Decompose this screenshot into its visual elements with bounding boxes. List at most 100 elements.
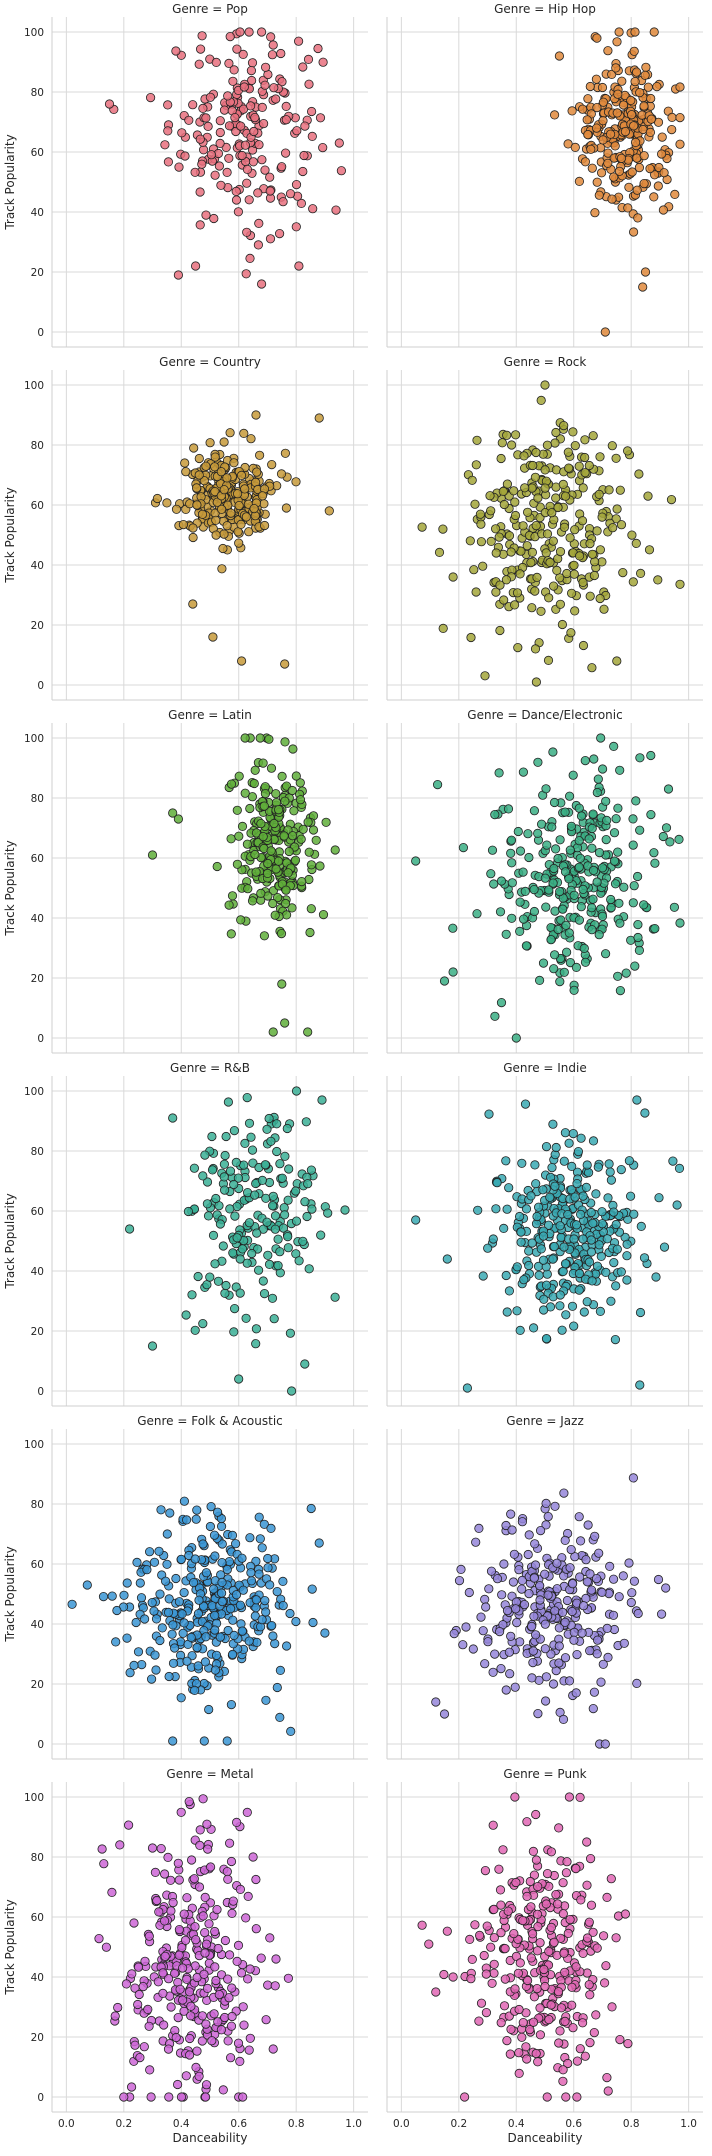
data-point bbox=[424, 1939, 434, 1949]
data-point bbox=[502, 479, 512, 489]
data-point bbox=[233, 489, 243, 499]
data-point bbox=[478, 1626, 488, 1636]
x-tick-label: 1.0 bbox=[680, 2118, 697, 2130]
data-point bbox=[263, 1563, 273, 1573]
data-point bbox=[232, 859, 242, 869]
data-point bbox=[608, 1610, 619, 1620]
data-point bbox=[232, 1233, 242, 1243]
data-point bbox=[188, 599, 198, 609]
data-point bbox=[525, 2025, 535, 2035]
data-point bbox=[564, 874, 574, 884]
data-point bbox=[480, 1594, 490, 1605]
data-point bbox=[210, 1962, 220, 1972]
data-point bbox=[236, 121, 246, 131]
data-point bbox=[316, 1230, 326, 1240]
data-point bbox=[279, 831, 289, 841]
data-point bbox=[510, 1984, 520, 1994]
data-point bbox=[518, 867, 528, 877]
y-tick-label: 0 bbox=[37, 1033, 44, 1045]
data-point bbox=[295, 778, 305, 788]
data-point bbox=[556, 1232, 566, 1242]
data-point bbox=[431, 1697, 441, 1707]
data-point bbox=[586, 1900, 597, 1910]
data-point bbox=[592, 1261, 603, 1271]
data-point bbox=[519, 1600, 530, 1610]
data-point bbox=[442, 1254, 452, 1264]
data-point bbox=[529, 906, 540, 917]
data-point bbox=[240, 1138, 250, 1149]
data-point bbox=[127, 1969, 137, 1979]
data-point bbox=[227, 2011, 237, 2022]
data-point bbox=[300, 121, 310, 131]
data-point bbox=[417, 522, 427, 532]
data-point bbox=[572, 1179, 582, 1189]
data-point bbox=[208, 632, 218, 642]
data-point bbox=[210, 1610, 220, 1621]
data-point bbox=[548, 536, 558, 546]
data-point bbox=[217, 504, 227, 514]
data-point bbox=[232, 1956, 242, 1967]
data-point bbox=[284, 1164, 294, 1174]
data-point bbox=[531, 520, 541, 531]
data-point bbox=[262, 1217, 272, 1227]
x-tick-label: 0.8 bbox=[623, 2118, 640, 2130]
data-point bbox=[167, 1629, 177, 1639]
data-point bbox=[201, 1632, 211, 1642]
data-point bbox=[515, 897, 525, 907]
data-point bbox=[514, 2004, 524, 2015]
data-point bbox=[318, 57, 328, 67]
data-point bbox=[511, 1604, 521, 1614]
data-point bbox=[564, 1138, 574, 1148]
data-point bbox=[241, 269, 251, 279]
data-point bbox=[535, 1938, 545, 1948]
data-point bbox=[522, 2054, 532, 2064]
data-point bbox=[593, 1162, 603, 1172]
data-point bbox=[616, 1165, 626, 1175]
data-point bbox=[244, 1118, 255, 1128]
x-tick-label: 0.2 bbox=[115, 2118, 132, 2130]
y-axis-label: Track Popularity bbox=[3, 1899, 17, 1995]
data-point bbox=[115, 1840, 125, 1850]
data-point bbox=[219, 529, 229, 539]
data-point bbox=[551, 1890, 561, 1900]
data-point bbox=[582, 1933, 593, 1943]
data-point bbox=[513, 1968, 524, 1978]
data-point bbox=[489, 879, 499, 889]
data-point bbox=[514, 2048, 524, 2058]
data-point bbox=[565, 1915, 575, 1925]
data-point bbox=[411, 1215, 421, 1225]
data-point bbox=[180, 458, 190, 468]
data-point bbox=[243, 884, 253, 894]
data-point bbox=[150, 1650, 160, 1660]
data-point bbox=[649, 27, 659, 37]
data-point bbox=[304, 1264, 314, 1274]
data-point bbox=[222, 1565, 232, 1575]
data-point bbox=[260, 1596, 270, 1606]
data-point bbox=[173, 1858, 183, 1868]
data-point bbox=[487, 845, 498, 855]
data-point bbox=[507, 913, 517, 923]
data-point bbox=[266, 1523, 276, 1534]
data-point bbox=[494, 532, 504, 542]
data-point bbox=[569, 560, 579, 570]
data-point bbox=[591, 123, 602, 133]
data-point bbox=[294, 261, 304, 271]
data-point bbox=[540, 1981, 550, 1992]
data-point bbox=[486, 1942, 496, 1952]
data-point bbox=[574, 176, 585, 186]
y-axis-label: Track Popularity bbox=[3, 1193, 17, 1289]
data-point bbox=[602, 1892, 612, 1903]
y-tick-label: 0 bbox=[37, 1739, 44, 1751]
data-point bbox=[528, 1323, 539, 1333]
data-point bbox=[227, 1908, 237, 1919]
data-point bbox=[214, 1990, 224, 2000]
data-point bbox=[564, 1792, 575, 1802]
data-point bbox=[168, 1113, 178, 1123]
data-point bbox=[519, 451, 529, 461]
data-point bbox=[263, 1250, 273, 1260]
data-point bbox=[605, 1167, 615, 1177]
data-point bbox=[509, 1929, 519, 1939]
data-point bbox=[201, 461, 211, 471]
data-point bbox=[277, 162, 287, 172]
